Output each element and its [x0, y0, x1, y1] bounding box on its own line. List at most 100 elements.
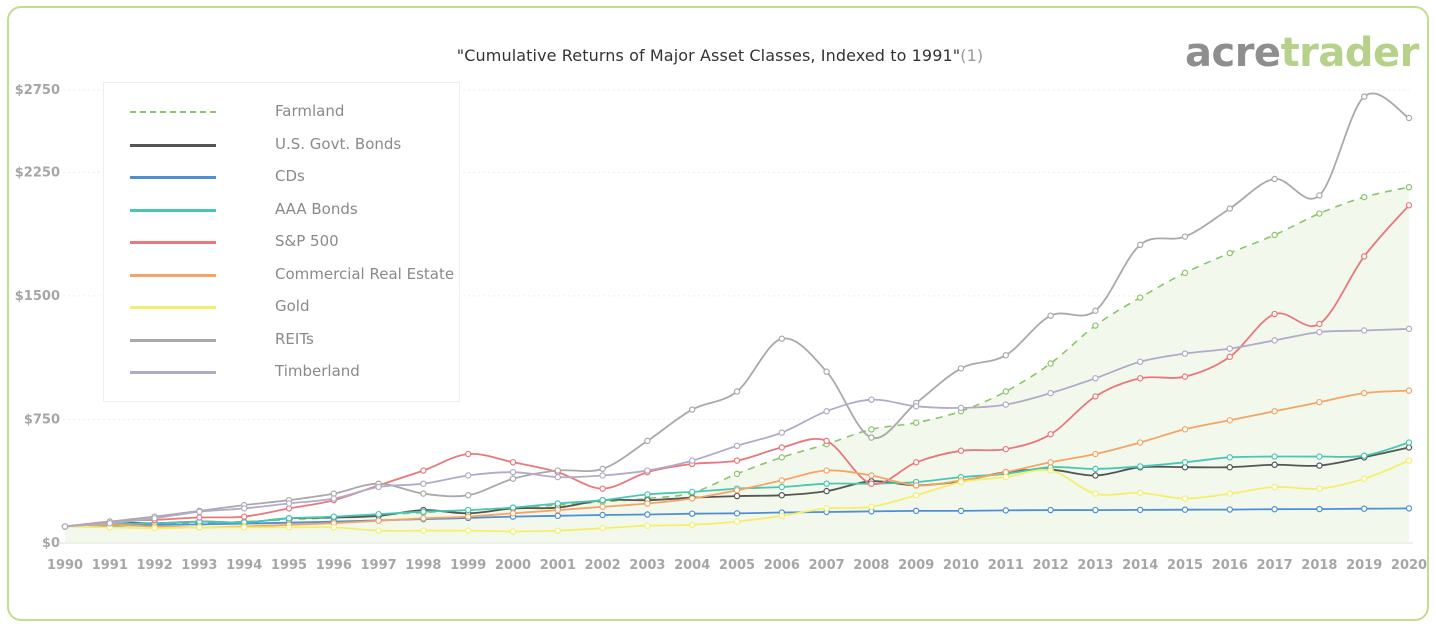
legend-item-gold[interactable]: Gold [130, 297, 450, 317]
cds-point[interactable] [913, 507, 920, 515]
legend-item-aaa-bonds[interactable]: AAA Bonds [130, 200, 450, 220]
s-p-500-point[interactable] [1002, 445, 1010, 453]
cds-point[interactable] [599, 511, 606, 519]
commercial-real-estate-point[interactable] [868, 472, 875, 479]
aaa-bonds-point[interactable] [1136, 463, 1144, 470]
farmland-point[interactable] [1316, 210, 1323, 217]
cds-point[interactable] [1316, 505, 1323, 513]
legend-item-commercial-real-estate[interactable]: Commercial Real Estate [130, 265, 454, 285]
gold-point[interactable] [868, 503, 875, 510]
reits-point[interactable] [1271, 175, 1278, 183]
cds-point[interactable] [644, 511, 651, 518]
gold-point[interactable] [1226, 490, 1234, 497]
commercial-real-estate-point[interactable] [420, 515, 427, 522]
cds-point[interactable] [1047, 506, 1054, 514]
gold-point[interactable] [509, 528, 517, 535]
farmland-point[interactable] [1405, 183, 1413, 191]
timberland-point[interactable] [1092, 375, 1099, 382]
commercial-real-estate-point[interactable] [375, 517, 382, 524]
s-p-500-point[interactable] [465, 450, 472, 458]
reits-point[interactable] [1047, 312, 1054, 319]
timberland-point[interactable] [285, 500, 293, 507]
gold-point[interactable] [1092, 490, 1099, 497]
legend-item-s-p-500[interactable]: S&P 500 [130, 232, 450, 252]
reits-point[interactable] [599, 465, 606, 473]
reits-point[interactable] [868, 434, 875, 441]
s-p-500-point[interactable] [420, 467, 427, 474]
timberland-point[interactable] [61, 523, 69, 530]
gold-point[interactable] [823, 505, 830, 512]
aaa-bonds-point[interactable] [599, 496, 606, 504]
timberland-point[interactable] [823, 408, 830, 415]
reits-point[interactable] [733, 388, 741, 395]
aaa-bonds-point[interactable] [778, 483, 786, 491]
commercial-real-estate-point[interactable] [1136, 439, 1144, 446]
commercial-real-estate-point[interactable] [1226, 417, 1234, 424]
commercial-real-estate-point[interactable] [644, 500, 651, 507]
commercial-real-estate-point[interactable] [1405, 387, 1413, 394]
aaa-bonds-point[interactable] [823, 480, 830, 487]
s-p-500-point[interactable] [1047, 431, 1054, 438]
gold-point[interactable] [1360, 475, 1368, 482]
timberland-point[interactable] [1360, 327, 1368, 334]
cds-point[interactable] [957, 507, 965, 515]
reits-point[interactable] [420, 490, 427, 497]
commercial-real-estate-point[interactable] [554, 506, 562, 514]
u-s-govt-bonds-point[interactable] [823, 487, 830, 495]
legend-item-farmland[interactable]: Farmland [130, 102, 450, 122]
timberland-point[interactable] [1002, 401, 1010, 408]
aaa-bonds-point[interactable] [375, 510, 382, 518]
legend-item-u-s-govt-bonds[interactable]: U.S. Govt. Bonds [130, 135, 450, 155]
farmland-point[interactable] [778, 454, 786, 461]
timberland-point[interactable] [509, 468, 517, 476]
commercial-real-estate-point[interactable] [733, 487, 741, 494]
commercial-real-estate-point[interactable] [509, 510, 517, 517]
reits-point[interactable] [1181, 233, 1189, 240]
aaa-bonds-point[interactable] [1360, 452, 1368, 459]
commercial-real-estate-point[interactable] [1271, 408, 1278, 415]
aaa-bonds-point[interactable] [465, 506, 472, 514]
s-p-500-point[interactable] [1181, 373, 1189, 380]
timberland-point[interactable] [599, 472, 606, 479]
aaa-bonds-point[interactable] [1316, 453, 1323, 460]
reits-point[interactable] [1360, 93, 1368, 100]
legend-item-cds[interactable]: CDs [130, 167, 450, 187]
cds-point[interactable] [1271, 506, 1278, 513]
farmland-point[interactable] [1271, 231, 1278, 239]
u-s-govt-bonds-point[interactable] [733, 492, 741, 500]
cds-point[interactable] [1136, 506, 1144, 514]
reits-point[interactable] [1136, 241, 1144, 249]
cds-point[interactable] [1092, 506, 1099, 514]
farmland-point[interactable] [1226, 249, 1234, 257]
cds-point[interactable] [733, 510, 741, 517]
timberland-point[interactable] [644, 467, 651, 474]
s-p-500-point[interactable] [733, 457, 741, 464]
timberland-point[interactable] [1316, 328, 1323, 336]
s-p-500-point[interactable] [1405, 202, 1413, 209]
u-s-govt-bonds-point[interactable] [1316, 462, 1323, 469]
timberland-point[interactable] [196, 508, 203, 515]
farmland-point[interactable] [1047, 360, 1054, 367]
commercial-real-estate-point[interactable] [1360, 389, 1368, 397]
aaa-bonds-point[interactable] [1405, 439, 1413, 446]
reits-point[interactable] [823, 368, 830, 375]
reits-point[interactable] [554, 467, 562, 474]
gold-point[interactable] [689, 521, 696, 529]
commercial-real-estate-point[interactable] [778, 477, 786, 484]
timberland-point[interactable] [1405, 325, 1413, 333]
s-p-500-point[interactable] [1226, 353, 1234, 361]
legend-item-timberland[interactable]: Timberland [130, 362, 450, 382]
farmland-point[interactable] [868, 426, 875, 433]
aaa-bonds-point[interactable] [1092, 465, 1099, 473]
commercial-real-estate-point[interactable] [689, 495, 696, 502]
s-p-500-point[interactable] [1316, 320, 1323, 328]
gold-point[interactable] [599, 524, 606, 532]
gold-point[interactable] [644, 522, 651, 529]
gold-point[interactable] [1181, 495, 1189, 502]
aaa-bonds-point[interactable] [554, 500, 562, 507]
s-p-500-point[interactable] [1136, 375, 1144, 382]
gold-point[interactable] [1316, 485, 1323, 492]
gold-point[interactable] [913, 492, 920, 499]
u-s-govt-bonds-point[interactable] [778, 492, 786, 499]
timberland-point[interactable] [957, 404, 965, 412]
